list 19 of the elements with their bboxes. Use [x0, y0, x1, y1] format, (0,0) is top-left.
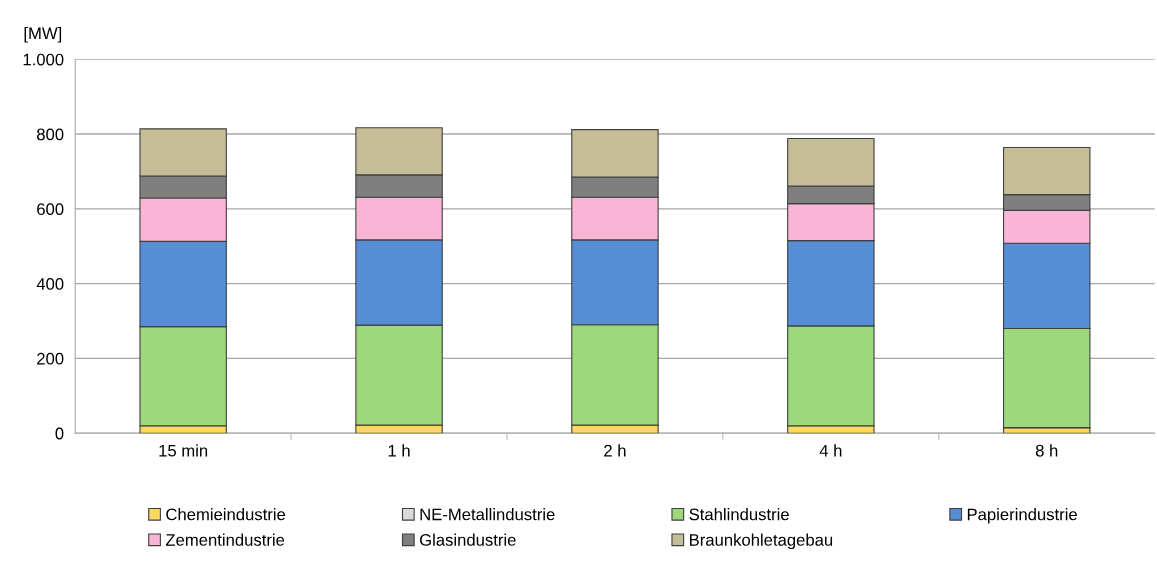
- x-tick-label: 4 h: [819, 444, 842, 457]
- y-tick-label: 600: [37, 203, 64, 216]
- x-tick-label: 8 h: [1035, 444, 1058, 457]
- x-tick-label: 15 min: [159, 444, 208, 457]
- y-tick-label: 200: [37, 352, 64, 365]
- legend-label: Chemieindustrie: [166, 508, 286, 521]
- x-tick-label: 2 h: [604, 444, 626, 457]
- legend-label: NE-Metallindustrie: [420, 508, 555, 521]
- legend-label: Braunkohletagebau: [690, 533, 833, 550]
- y-tick-label: 1.000: [23, 53, 64, 66]
- legend-label: Zementindustrie: [165, 533, 285, 546]
- y-axis-title: [MW]: [24, 26, 62, 43]
- legend-label: Papierindustrie: [967, 508, 1077, 524]
- legend-label: Stahlindustrie: [689, 508, 789, 521]
- y-tick-label: 800: [37, 128, 64, 141]
- y-tick-label: 0: [55, 427, 64, 440]
- y-tick-label: 400: [36, 278, 64, 290]
- legend-label: Glasindustrie: [419, 533, 516, 546]
- x-tick-label: 1 h: [388, 444, 410, 457]
